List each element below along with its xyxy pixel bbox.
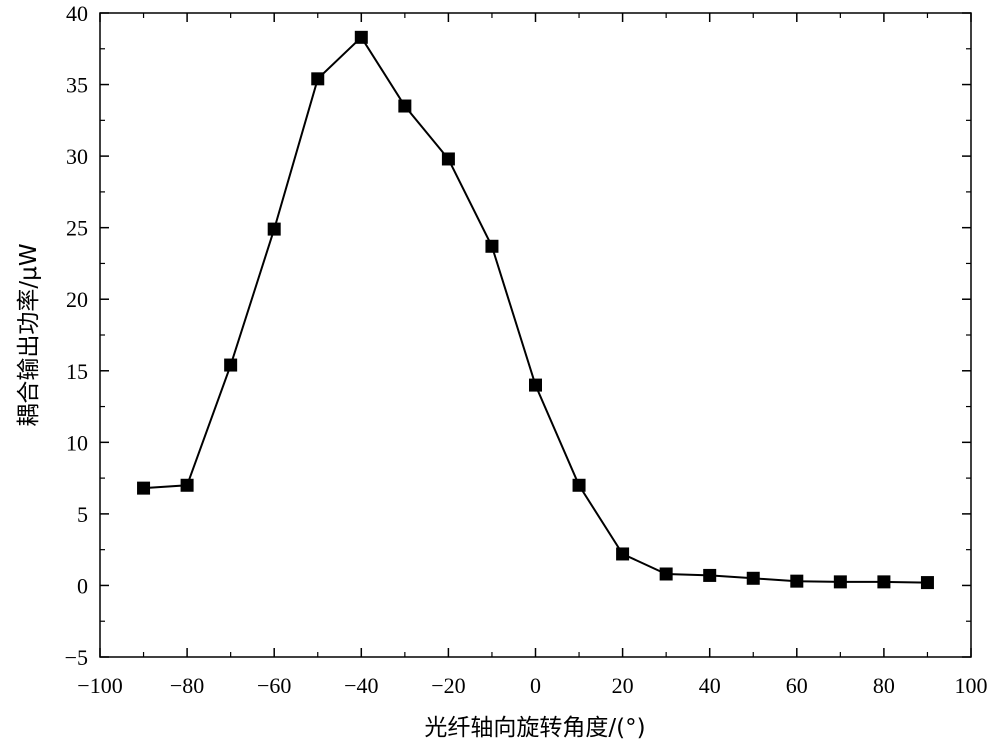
- data-point: [311, 72, 325, 86]
- data-point: [659, 567, 673, 581]
- x-tick-label: 0: [530, 673, 541, 698]
- y-axis-title: 耦合输出功率/μW: [16, 243, 42, 426]
- x-tick-label: −80: [170, 673, 204, 698]
- data-point: [703, 568, 717, 582]
- y-tick-label: 15: [66, 359, 88, 384]
- x-tick-label: 100: [955, 673, 988, 698]
- data-point: [790, 574, 804, 588]
- series-line: [143, 35, 928, 584]
- data-point: [180, 478, 194, 492]
- data-point: [398, 99, 412, 113]
- data-point: [616, 547, 630, 561]
- plot-frame: [99, 12, 972, 658]
- y-tick-label: 35: [66, 73, 88, 98]
- x-axis-title: 光纤轴向旋转角度/(°): [424, 715, 645, 741]
- y-tick-label: 20: [66, 287, 88, 312]
- y-tick-label: 10: [66, 430, 88, 455]
- x-tick-label: 80: [873, 673, 895, 698]
- data-point: [572, 478, 586, 492]
- data-point: [485, 239, 499, 253]
- x-tick-label: −20: [431, 673, 465, 698]
- x-tick-label: −60: [257, 673, 291, 698]
- data-point: [441, 152, 455, 166]
- data-point: [877, 575, 891, 589]
- x-tick-label: 20: [612, 673, 634, 698]
- data-point: [137, 481, 151, 495]
- x-tick-label: −40: [344, 673, 378, 698]
- tick-labels: −100 −80 −60 −40 −20 0 20 40 60 80 100 −5 0 5 10 15 20 25…: [65, 1, 988, 698]
- x-tick-label: −100: [77, 673, 122, 698]
- data-markers: [137, 30, 934, 590]
- y-tick-label: 40: [66, 1, 88, 26]
- y-tick-label: 25: [66, 216, 88, 241]
- x-tick-label: 60: [786, 673, 808, 698]
- y-tick-label: 0: [77, 573, 88, 598]
- y-tick-label: −5: [65, 645, 88, 670]
- data-point: [224, 358, 238, 372]
- data-point: [529, 378, 542, 392]
- data-point: [920, 576, 934, 590]
- data-point: [746, 571, 760, 585]
- data-point: [354, 30, 368, 44]
- y-tick-label: 5: [77, 502, 88, 527]
- y-tick-label: 30: [66, 144, 88, 169]
- data-point: [267, 222, 281, 236]
- x-tick-label: 40: [699, 673, 721, 698]
- data-point: [833, 575, 847, 589]
- ticks: [99, 12, 972, 658]
